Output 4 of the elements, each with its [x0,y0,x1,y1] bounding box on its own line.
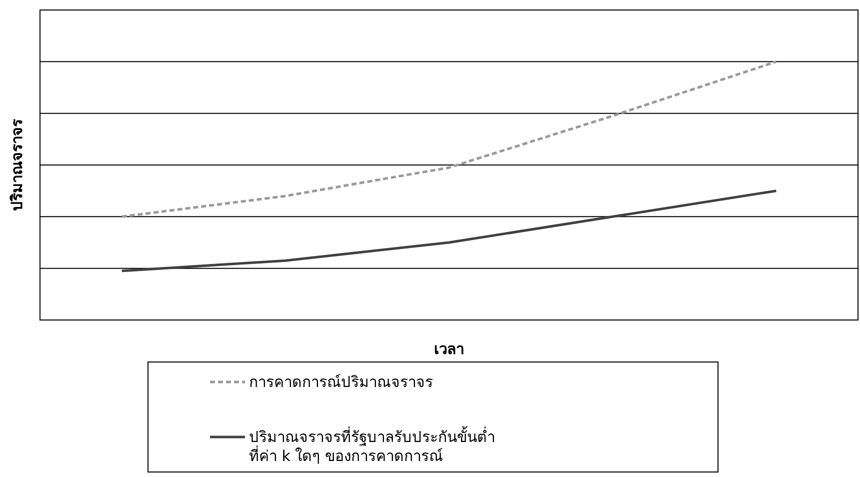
x-axis-title: เวลา [434,340,464,358]
y-axis-title: ปริมาณจราจร [8,118,26,211]
legend-label: การคาดการณ์ปริมาณจราจร [249,373,433,391]
legend-label: ปริมาณจราจรที่รัฐบาลรับประกันขั้นต่ำ ที่ค่า k ใดๆ ของการคาดการณ์ [249,426,495,465]
